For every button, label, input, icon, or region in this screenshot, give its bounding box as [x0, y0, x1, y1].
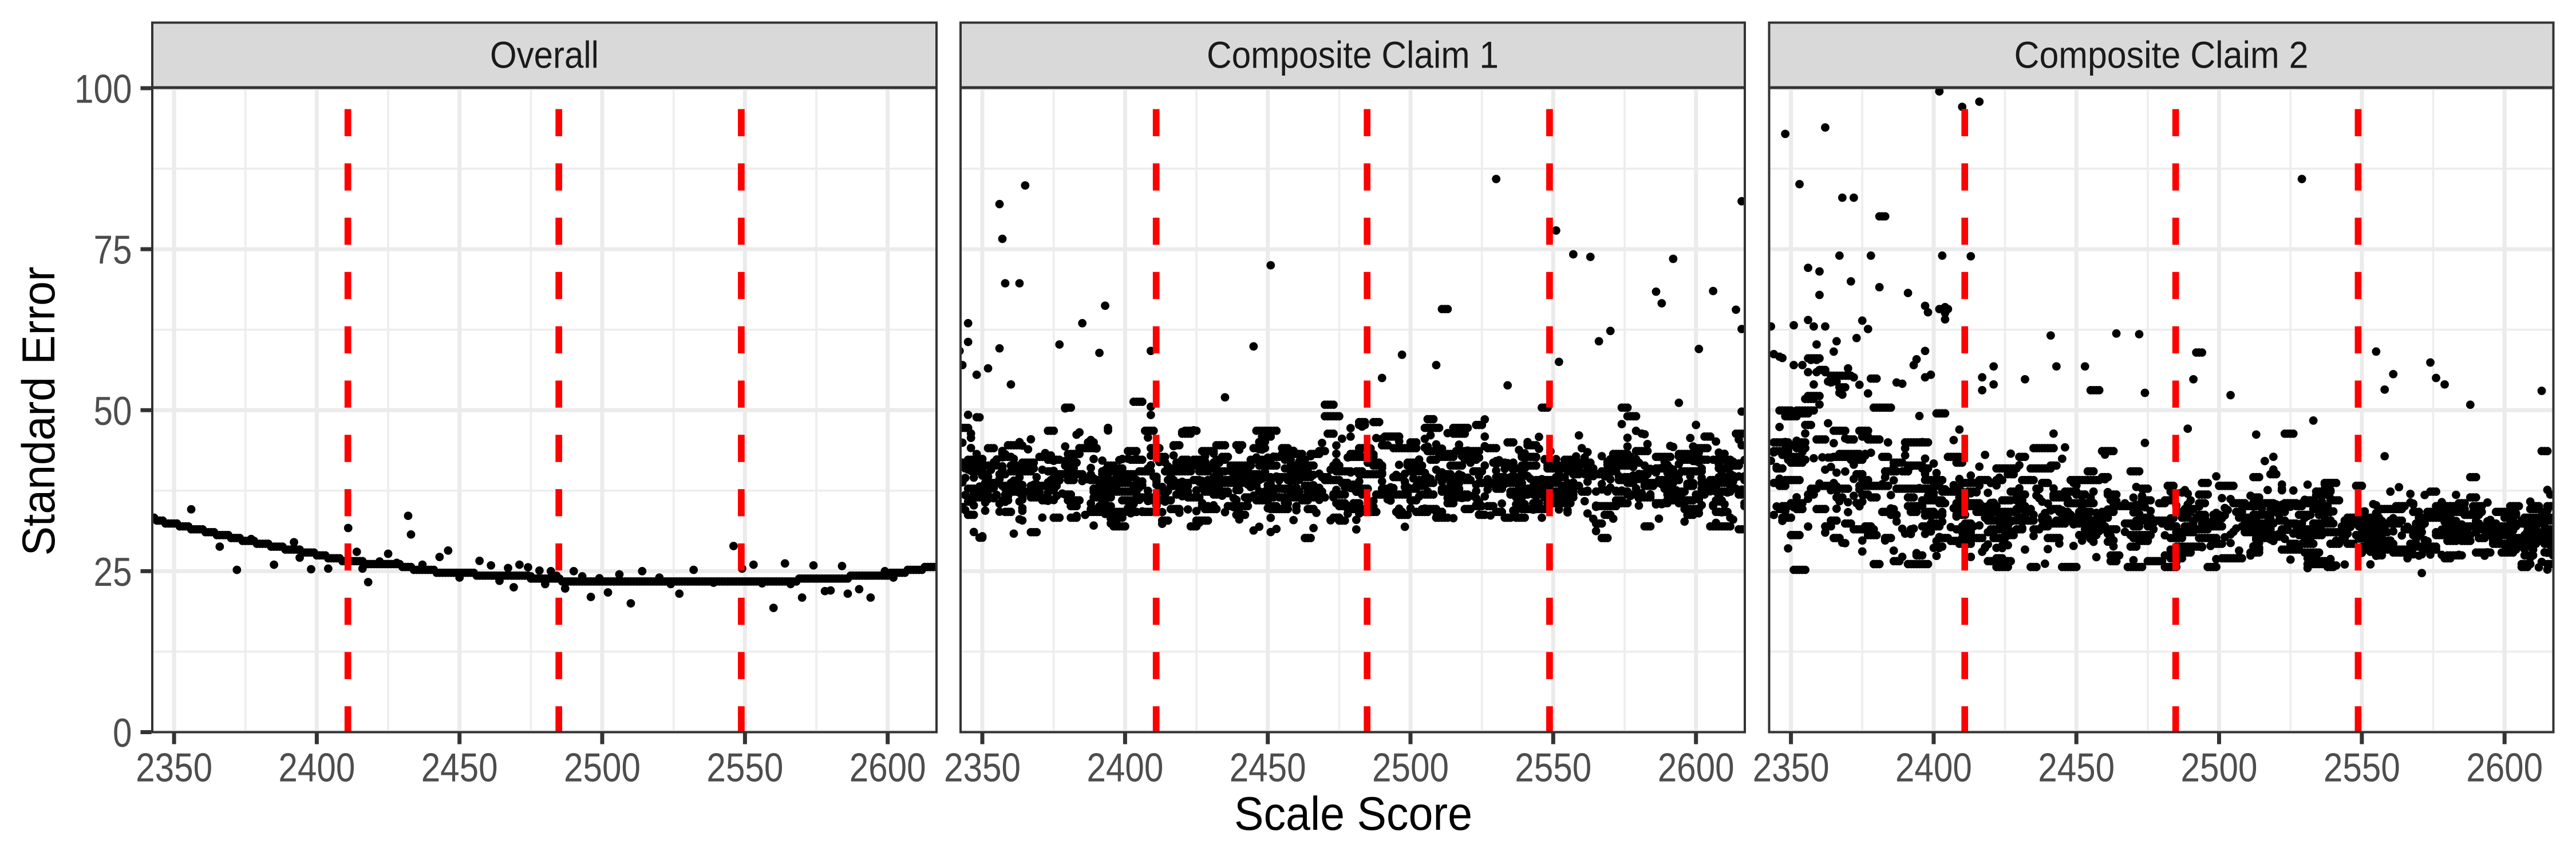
svg-text:2400: 2400: [1086, 745, 1163, 790]
svg-text:Composite Claim 1: Composite Claim 1: [1207, 34, 1499, 76]
svg-text:Overall: Overall: [490, 34, 599, 76]
svg-text:2450: 2450: [2038, 745, 2115, 790]
svg-text:75: 75: [94, 227, 132, 273]
svg-text:2550: 2550: [1515, 745, 1591, 790]
svg-text:2350: 2350: [136, 745, 212, 790]
svg-text:2600: 2600: [850, 745, 926, 790]
svg-text:2600: 2600: [1658, 745, 1735, 790]
svg-text:2450: 2450: [421, 745, 498, 790]
svg-text:25: 25: [94, 549, 132, 594]
svg-text:100: 100: [74, 66, 132, 112]
svg-text:2400: 2400: [1895, 745, 1972, 790]
svg-text:2550: 2550: [706, 745, 783, 790]
svg-text:2500: 2500: [564, 745, 641, 790]
svg-text:2400: 2400: [278, 745, 355, 790]
svg-text:50: 50: [94, 388, 132, 434]
svg-text:2600: 2600: [2466, 745, 2543, 790]
svg-text:2550: 2550: [2324, 745, 2400, 790]
svg-text:Composite Claim 2: Composite Claim 2: [2014, 34, 2309, 76]
svg-text:0: 0: [113, 710, 132, 755]
svg-text:Standard Error: Standard Error: [13, 267, 65, 556]
svg-text:Scale Score: Scale Score: [1234, 787, 1472, 840]
svg-text:2450: 2450: [1230, 745, 1306, 790]
svg-text:2350: 2350: [1753, 745, 1830, 790]
svg-text:2500: 2500: [2181, 745, 2258, 790]
svg-text:2350: 2350: [944, 745, 1021, 790]
svg-text:2500: 2500: [1372, 745, 1449, 790]
